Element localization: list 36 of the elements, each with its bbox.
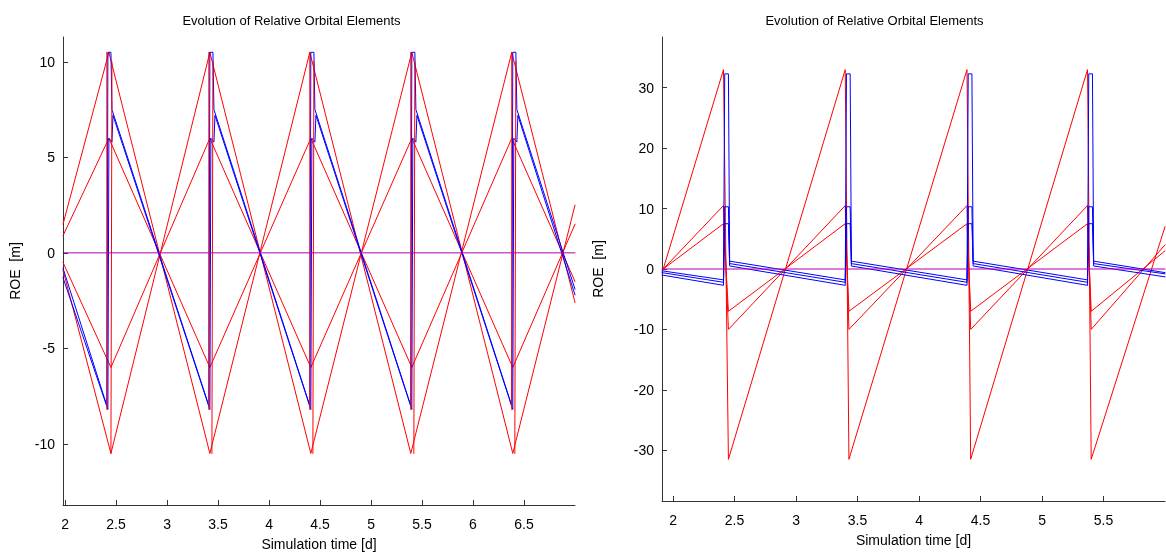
- x-axis-title: Simulation time [d]: [855, 532, 972, 548]
- y-tick-label: 10: [39, 53, 56, 70]
- x-tick-label: 2: [669, 512, 678, 528]
- x-tick-label: 3: [792, 512, 801, 528]
- y-tick-label: 20: [638, 140, 655, 157]
- y-axis-title: ROE [m]: [590, 240, 606, 298]
- x-tick-label: 5: [367, 516, 376, 532]
- y-tick-label: 30: [638, 79, 655, 96]
- x-tick-label: 3.5: [208, 516, 228, 532]
- y-axis-title: ROE [m]: [7, 242, 23, 300]
- y-tick-label: -10: [633, 321, 655, 338]
- y-tick-label: -20: [633, 381, 655, 398]
- y-tick-label: 10: [638, 200, 655, 217]
- y-tick-label: 5: [47, 149, 56, 166]
- x-tick-label: 3: [163, 516, 172, 532]
- y-tick-label: -10: [34, 435, 56, 452]
- x-tick-label: 4.5: [970, 512, 991, 528]
- chart-title: Evolution of Relative Orbital Elements: [765, 13, 985, 28]
- x-tick-label: 3.5: [847, 512, 868, 528]
- x-tick-label: 2.5: [724, 512, 745, 528]
- x-tick-label: 4.5: [310, 516, 330, 532]
- x-tick-label: 5.5: [1093, 512, 1114, 528]
- x-tick-label: 2: [61, 516, 70, 532]
- x-tick-label: 4: [915, 512, 924, 528]
- x-tick-label: 2.5: [106, 516, 126, 532]
- x-tick-label: 4: [265, 516, 274, 532]
- y-tick-label: 0: [47, 244, 56, 261]
- chart-title: Evolution of Relative Orbital Elements: [182, 13, 402, 28]
- x-tick-label: 6.5: [514, 516, 534, 532]
- x-tick-label: 5: [1038, 512, 1047, 528]
- x-tick-label: 5.5: [412, 516, 432, 532]
- y-tick-label: -5: [42, 340, 56, 357]
- x-axis-title: Simulation time [d]: [261, 536, 377, 552]
- x-tick-label: 6: [469, 516, 478, 532]
- y-tick-label: -30: [633, 442, 655, 459]
- y-tick-label: 0: [646, 261, 655, 277]
